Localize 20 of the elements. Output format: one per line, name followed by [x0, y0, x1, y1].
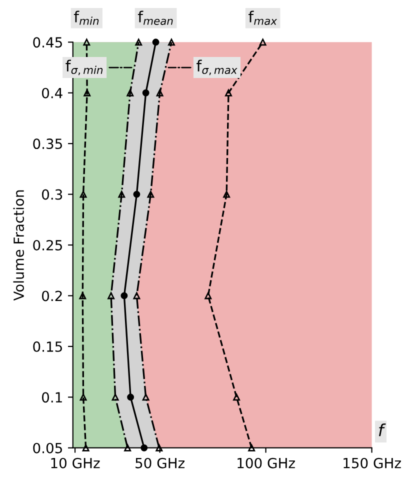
y-tick-label: 0.05 [33, 442, 62, 454]
series-label: f$_{max}$ [248, 10, 278, 25]
y-tick-label: 0.25 [33, 240, 62, 250]
series-label: f$_{min}$ [74, 10, 99, 25]
series-label: f$_{mean}$ [138, 10, 173, 25]
y-tick-label: 0.2 [42, 290, 62, 302]
x-axis-title: f [378, 424, 386, 436]
x-tick-label: 150 GHz [344, 458, 401, 468]
y-tick-label: 0.35 [33, 138, 62, 150]
legend-label: f$_{σ,max}$ [196, 60, 238, 76]
y-tick-label: 0.15 [33, 341, 62, 352]
y-tick-label: 0.4 [42, 88, 62, 98]
y-tick-label: 0.3 [42, 189, 62, 200]
x-tick-label: 100 GHz [238, 458, 295, 468]
x-tick-label: 50 GHz [136, 458, 185, 468]
y-tick-label: 0.1 [42, 392, 62, 403]
y-axis-title: Volume Fraction [13, 190, 24, 301]
y-tick-label: 0.45 [33, 37, 62, 48]
x-tick-label: 10 GHz [51, 458, 100, 468]
series-label: f$_{σ,min}$ [66, 60, 103, 76]
